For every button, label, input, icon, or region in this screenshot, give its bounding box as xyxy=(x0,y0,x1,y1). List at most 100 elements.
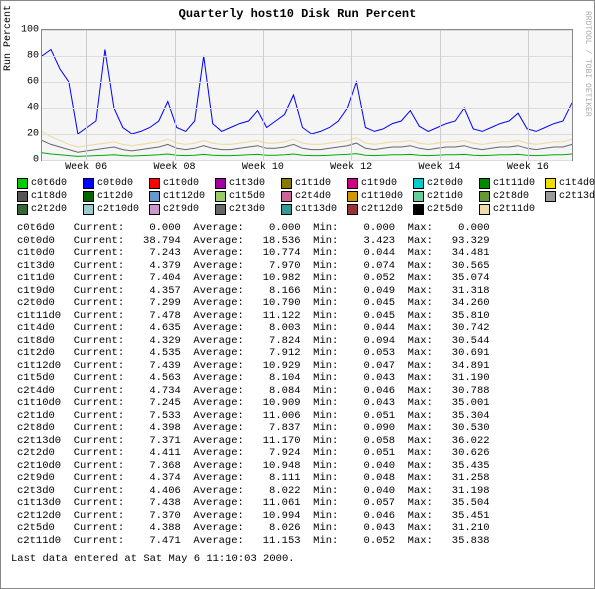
legend-swatch xyxy=(479,204,490,215)
legend-swatch xyxy=(479,178,490,189)
stat-row: c1t10d0 Current: 7.245 Average: 10.909 M… xyxy=(17,397,594,410)
legend-label: c0t6d0 xyxy=(31,177,67,190)
gridline-v xyxy=(528,30,529,160)
chart-lines xyxy=(42,30,572,160)
legend-item: c1t4d0 xyxy=(545,177,595,190)
legend-label: c2t4d0 xyxy=(295,190,331,203)
legend-item: c1t3d0 xyxy=(215,177,275,190)
legend-label: c2t10d0 xyxy=(97,203,139,216)
legend-label: c1t3d0 xyxy=(229,177,265,190)
legend-swatch xyxy=(215,191,226,202)
legend-item: c1t8d0 xyxy=(17,190,77,203)
stat-row: c0t6d0 Current: 0.000 Average: 0.000 Min… xyxy=(17,222,594,235)
legend-item: c1t12d0 xyxy=(149,190,209,203)
legend-swatch xyxy=(545,191,556,202)
tool-credit: RRDTOOL / TOBI OETIKER xyxy=(583,11,592,117)
legend-label: c2t8d0 xyxy=(493,190,529,203)
legend-item: c2t4d0 xyxy=(281,190,341,203)
stat-row: c1t0d0 Current: 7.243 Average: 10.774 Mi… xyxy=(17,247,594,260)
stat-row: c2t2d0 Current: 4.411 Average: 7.924 Min… xyxy=(17,447,594,460)
gridline-h xyxy=(42,82,572,83)
legend-label: c1t10d0 xyxy=(361,190,403,203)
stat-row: c2t9d0 Current: 4.374 Average: 8.111 Min… xyxy=(17,472,594,485)
legend-swatch xyxy=(17,191,28,202)
legend-swatch xyxy=(281,204,292,215)
gridline-v xyxy=(86,30,87,160)
stat-row: c2t0d0 Current: 7.299 Average: 10.790 Mi… xyxy=(17,297,594,310)
legend-item: c0t6d0 xyxy=(17,177,77,190)
legend-swatch xyxy=(347,178,358,189)
ytick-label: 100 xyxy=(21,25,42,36)
legend-label: c2t9d0 xyxy=(163,203,199,216)
legend-label: c1t9d0 xyxy=(361,177,397,190)
legend-row: c1t8d0 c1t2d0 c1t12d0 c1t5d0 c2t4d0 c1t10d0 c2… xyxy=(17,190,586,203)
legend-swatch xyxy=(347,204,358,215)
gridline-v xyxy=(440,30,441,160)
ytick-label: 20 xyxy=(27,129,42,140)
legend-swatch xyxy=(479,191,490,202)
legend-item: c2t8d0 xyxy=(479,190,539,203)
xtick-label: Week 16 xyxy=(507,160,549,173)
chart-container: RRDTOOL / TOBI OETIKER Quarterly host10 … xyxy=(0,0,595,589)
legend-item: c2t3d0 xyxy=(215,203,275,216)
gridline-h xyxy=(42,30,572,31)
legend-item: c2t1d0 xyxy=(413,190,473,203)
gridline-v xyxy=(351,30,352,160)
legend-item: c1t5d0 xyxy=(215,190,275,203)
stat-row: c2t5d0 Current: 4.388 Average: 8.026 Min… xyxy=(17,522,594,535)
legend-swatch xyxy=(17,178,28,189)
legend-item: c2t13d0 xyxy=(545,190,595,203)
legend-swatch xyxy=(413,191,424,202)
stat-row: c2t3d0 Current: 4.406 Average: 8.022 Min… xyxy=(17,485,594,498)
legend-item: c1t9d0 xyxy=(347,177,407,190)
legend-item: c1t13d0 xyxy=(281,203,341,216)
legend-swatch xyxy=(347,191,358,202)
legend-label: c1t4d0 xyxy=(559,177,595,190)
legend-swatch xyxy=(83,204,94,215)
stat-row: c0t0d0 Current: 38.794 Average: 18.536 M… xyxy=(17,235,594,248)
gridline-h xyxy=(42,108,572,109)
legend-label: c1t1d0 xyxy=(295,177,331,190)
legend-item: c1t11d0 xyxy=(479,177,539,190)
legend-label: c1t5d0 xyxy=(229,190,265,203)
stat-row: c1t3d0 Current: 4.379 Average: 7.970 Min… xyxy=(17,260,594,273)
stat-row: c2t12d0 Current: 7.370 Average: 10.994 M… xyxy=(17,510,594,523)
ytick-label: 40 xyxy=(27,103,42,114)
stat-row: c1t5d0 Current: 4.563 Average: 8.104 Min… xyxy=(17,372,594,385)
legend-item: c0t0d0 xyxy=(83,177,143,190)
legend-row: c2t2d0c2t10d0c2t9d0c2t3d0c1t13d0c2t12d0c… xyxy=(17,203,586,216)
stat-row: c1t1d0 Current: 7.404 Average: 10.982 Mi… xyxy=(17,272,594,285)
legend-label: c1t2d0 xyxy=(97,190,133,203)
legend-swatch xyxy=(413,178,424,189)
chart-plot-area: 020406080100Week 06Week 08Week 10Week 12… xyxy=(41,29,573,161)
legend-label: c2t5d0 xyxy=(427,203,463,216)
stat-row: c1t9d0 Current: 4.357 Average: 8.166 Min… xyxy=(17,285,594,298)
gridline-h xyxy=(42,56,572,57)
legend-label: c1t13d0 xyxy=(295,203,337,216)
legend-label: c0t0d0 xyxy=(97,177,133,190)
gridline-v xyxy=(263,30,264,160)
gridline-h xyxy=(42,160,572,161)
ytick-label: 0 xyxy=(33,155,42,166)
legend-label: c1t11d0 xyxy=(493,177,535,190)
legend-item: c1t0d0 xyxy=(149,177,209,190)
stat-row: c1t8d0 Current: 4.329 Average: 7.824 Min… xyxy=(17,335,594,348)
legend-label: c2t0d0 xyxy=(427,177,463,190)
legend-swatch xyxy=(83,178,94,189)
gridline-v xyxy=(175,30,176,160)
legend-label: c1t12d0 xyxy=(163,190,205,203)
stat-row: c1t12d0 Current: 7.439 Average: 10.929 M… xyxy=(17,360,594,373)
legend-swatch xyxy=(413,204,424,215)
legend-label: c1t8d0 xyxy=(31,190,67,203)
xtick-label: Week 10 xyxy=(242,160,284,173)
legend-swatch xyxy=(281,178,292,189)
stat-row: c2t8d0 Current: 4.398 Average: 7.837 Min… xyxy=(17,422,594,435)
ytick-label: 80 xyxy=(27,51,42,62)
legend-label: c2t12d0 xyxy=(361,203,403,216)
legend-swatch xyxy=(281,191,292,202)
stat-row: c2t4d0 Current: 4.734 Average: 8.084 Min… xyxy=(17,385,594,398)
legend-item: c2t5d0 xyxy=(413,203,473,216)
legend-item: c2t10d0 xyxy=(83,203,143,216)
legend-swatch xyxy=(83,191,94,202)
legend-item: c1t1d0 xyxy=(281,177,341,190)
